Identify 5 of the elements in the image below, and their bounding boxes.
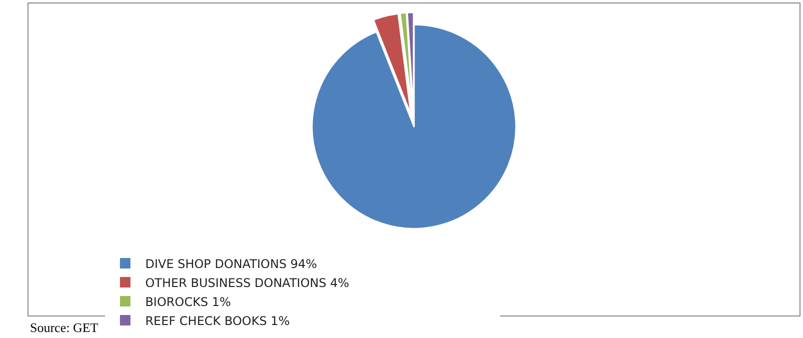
source-note: Source: GET <box>30 320 98 335</box>
legend-label: BIOROCKS 1% <box>145 294 231 309</box>
legend-label: OTHER BUSINESS DONATIONS 4% <box>145 276 350 290</box>
legend-label: REEF CHECK BOOKS 1% <box>145 314 290 328</box>
legend-label: DIVE SHOP DONATIONS 94% <box>145 256 318 271</box>
